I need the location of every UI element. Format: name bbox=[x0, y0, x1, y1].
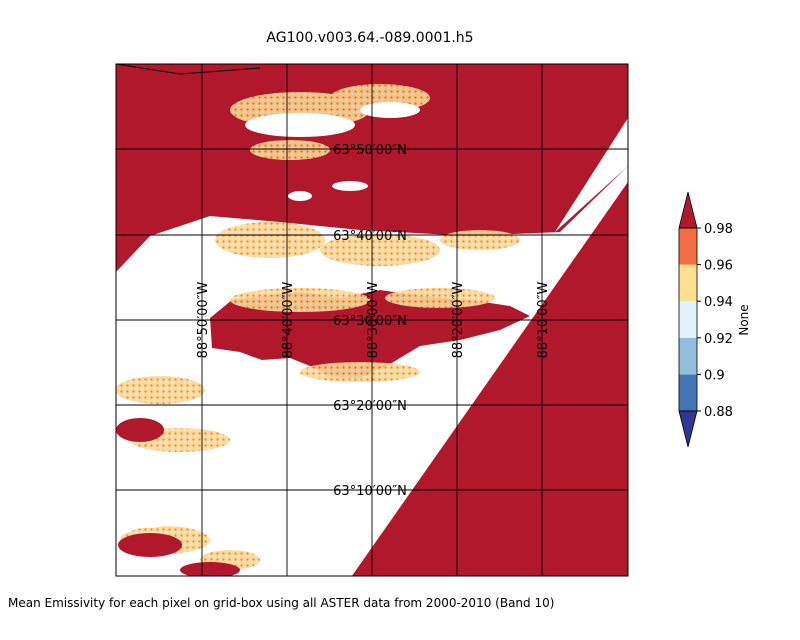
nodata-holes bbox=[116, 102, 420, 528]
lat-label-63-20: 63°20′00″N bbox=[333, 399, 407, 414]
colorbar-frame bbox=[678, 227, 698, 412]
lat-label-63-40: 63°40′00″N bbox=[333, 229, 407, 244]
colorbar-segment-2 bbox=[679, 301, 697, 338]
graticule bbox=[116, 64, 628, 576]
emissivity-clusters-southwest bbox=[116, 418, 240, 576]
colorbar-tick-label-0: 0.98 bbox=[704, 222, 733, 237]
nodata-wedge-northeast bbox=[555, 118, 628, 232]
colorbar-tick-label-4: 0.9 bbox=[704, 368, 725, 383]
colorbar-segment-1 bbox=[679, 337, 697, 375]
lon-label-88-40: 88°40′00″W bbox=[281, 281, 296, 358]
colorbar-segment-3 bbox=[679, 264, 697, 302]
colorbar-label: None bbox=[737, 304, 751, 335]
lat-label-63-30: 63°30′00″N bbox=[333, 314, 407, 329]
lat-label-63-50: 63°50′00″N bbox=[333, 143, 407, 158]
map-frame bbox=[115, 63, 629, 577]
colorbar-under-arrow bbox=[678, 410, 698, 448]
lon-label-88-50: 88°50′00″W bbox=[196, 281, 211, 358]
lon-label-88-10: 88°10′00″W bbox=[536, 281, 551, 358]
colorbar-over-arrow bbox=[678, 191, 698, 229]
lon-label-88-20: 88°20′00″W bbox=[451, 281, 466, 358]
coastline bbox=[116, 64, 261, 75]
colorbar-segment-4 bbox=[679, 228, 697, 265]
lat-label-63-10: 63°10′00″N bbox=[333, 484, 407, 499]
figure-caption: Mean Emissivity for each pixel on grid-b… bbox=[8, 596, 555, 610]
colorbar-tick-label-3: 0.92 bbox=[704, 332, 733, 347]
lon-label-88-30: 88°30′00″W bbox=[366, 281, 381, 358]
colorbar-segment-0 bbox=[679, 374, 697, 411]
colorbar-tick-label-2: 0.94 bbox=[704, 295, 733, 310]
emissivity-block-southeast bbox=[352, 182, 628, 576]
colorbar-tick-label-1: 0.96 bbox=[704, 259, 733, 274]
emissivity-central-mass bbox=[210, 290, 530, 378]
colorbar-segments bbox=[679, 228, 697, 411]
colorbar-ticks: 0.98 0.96 0.94 0.92 0.9 0.88 bbox=[697, 222, 733, 420]
map-title: AG100.v003.64.-089.0001.h5 bbox=[266, 30, 474, 46]
colorbar-tick-label-5: 0.88 bbox=[704, 405, 733, 420]
